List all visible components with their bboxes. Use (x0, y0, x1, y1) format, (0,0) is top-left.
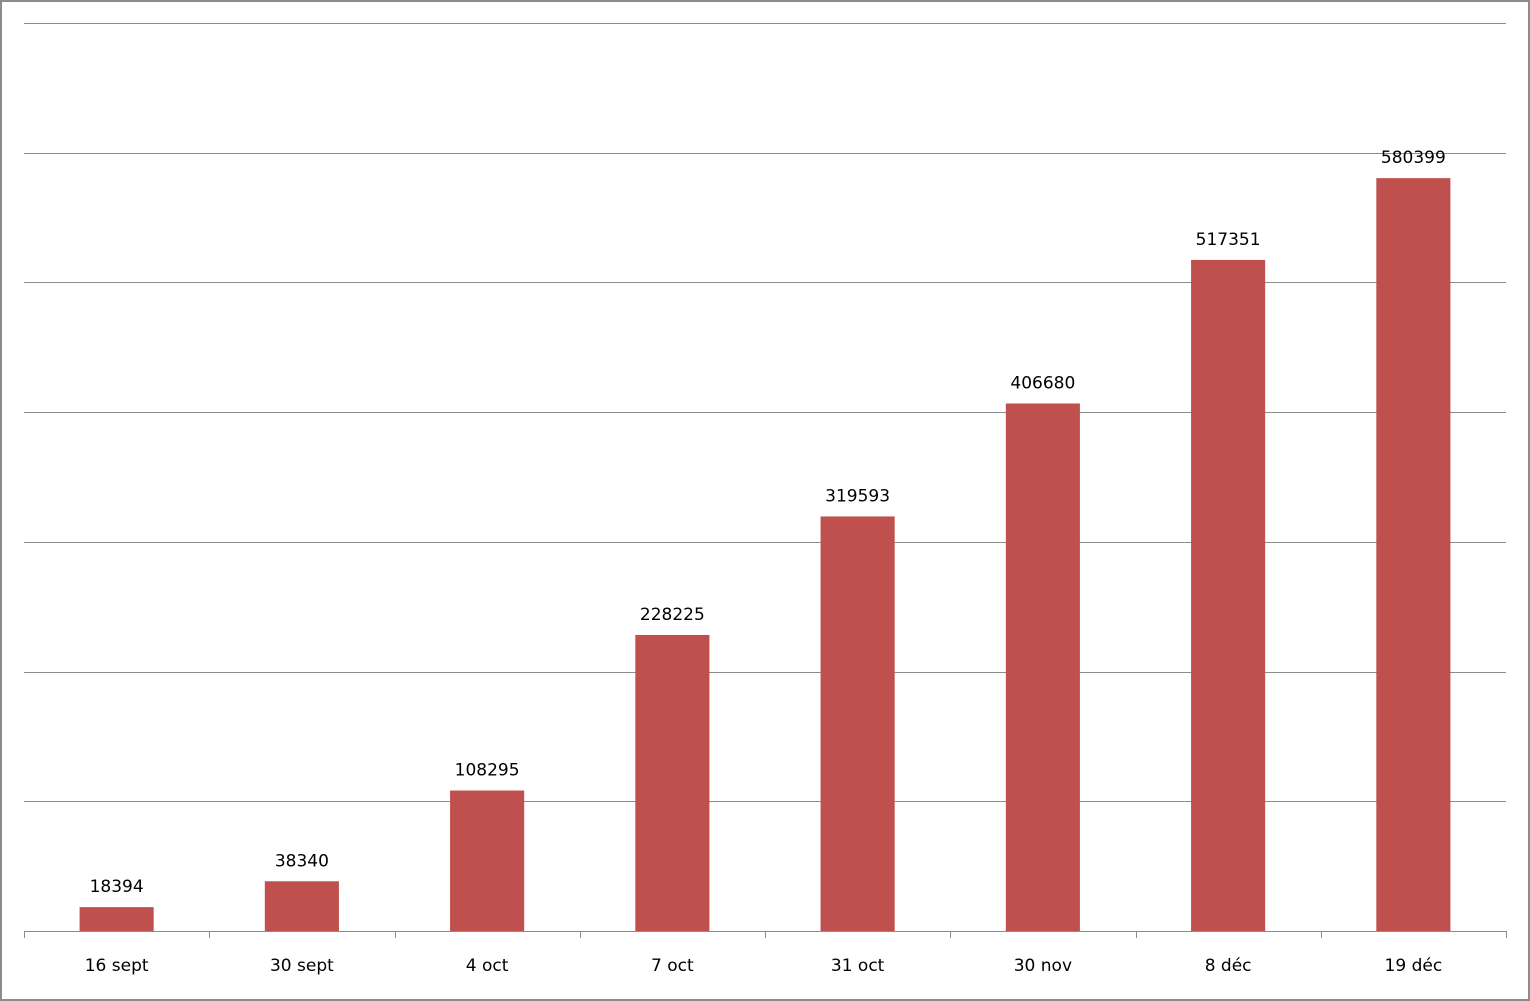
x-tick-label: 16 sept (85, 956, 149, 976)
x-tick-label: 30 sept (270, 956, 334, 976)
x-tick-label: 30 nov (1014, 956, 1072, 976)
x-tick-label: 31 oct (831, 956, 885, 976)
x-tick-label: 4 oct (466, 956, 509, 976)
data-label: 228225 (640, 605, 705, 625)
data-label: 18394 (90, 877, 144, 897)
data-labels: 18394 38340 108295 228225 319593 406680 517351… (90, 148, 1446, 897)
bar (1376, 178, 1451, 931)
x-tick-label: 7 oct (651, 956, 694, 976)
data-label: 108295 (455, 761, 520, 781)
x-tick-label: 19 déc (1385, 956, 1443, 976)
data-label: 517351 (1196, 230, 1261, 250)
data-label: 406680 (1010, 373, 1075, 393)
bar (635, 634, 710, 931)
bars (79, 178, 1451, 932)
x-axis: 16 sept 30 sept 4 oct 7 oct 31 oct 30 nov 8 dé… (24, 931, 1507, 976)
gridlines (24, 23, 1506, 802)
data-label: 580399 (1381, 148, 1446, 168)
data-label: 38340 (275, 851, 329, 871)
bar (264, 881, 339, 931)
data-label: 319593 (825, 486, 890, 506)
bar (1005, 403, 1080, 932)
x-tick-label: 8 déc (1205, 956, 1252, 976)
bar (1191, 259, 1266, 931)
bar (79, 907, 154, 931)
bar (450, 790, 525, 931)
bar (820, 516, 895, 931)
